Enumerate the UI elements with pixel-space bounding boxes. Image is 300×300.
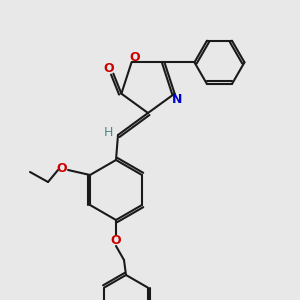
Text: N: N: [171, 93, 182, 106]
Text: O: O: [103, 62, 114, 75]
Text: O: O: [111, 233, 121, 247]
Text: H: H: [103, 127, 113, 140]
Text: O: O: [129, 51, 140, 64]
Text: O: O: [57, 161, 67, 175]
